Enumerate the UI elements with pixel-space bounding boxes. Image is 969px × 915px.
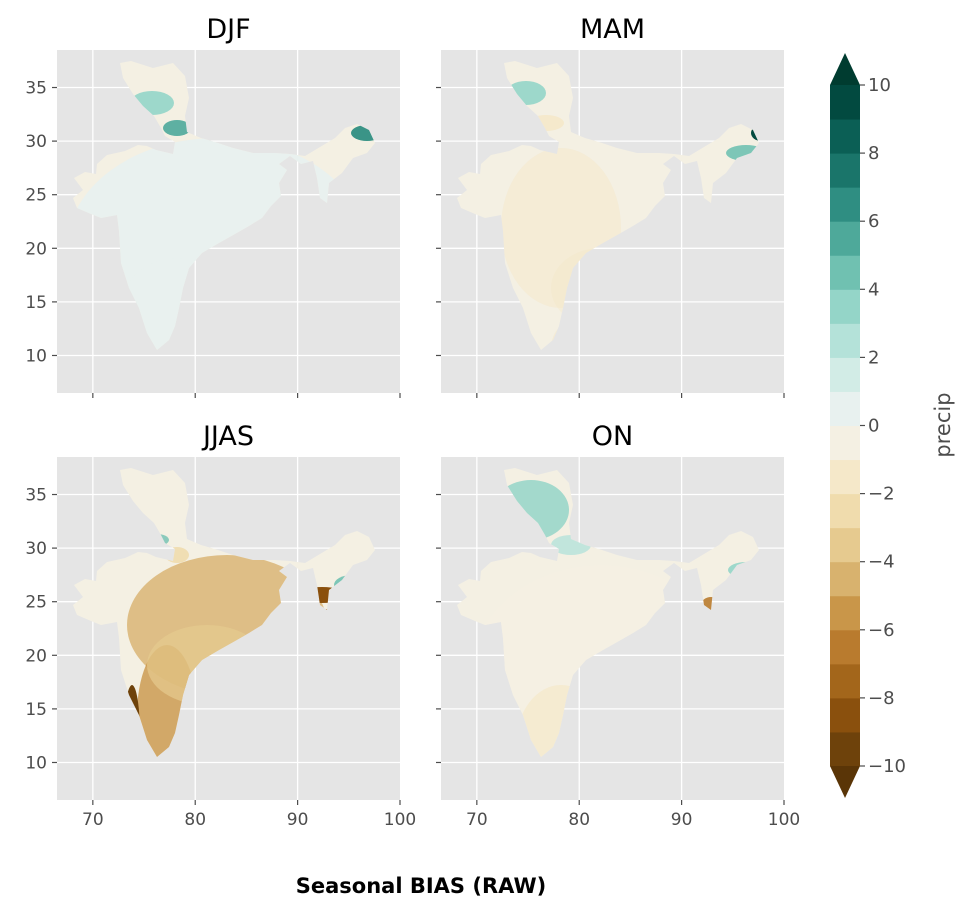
colorbar-segment bbox=[830, 561, 860, 597]
xtick-label: 90 bbox=[287, 810, 309, 830]
xtick-label: 80 bbox=[184, 810, 206, 830]
panel-title: DJF bbox=[206, 14, 250, 45]
colorbar-segment bbox=[830, 289, 860, 324]
colorbar-tick-label: −6 bbox=[868, 620, 895, 641]
colorbar-segment bbox=[830, 85, 860, 120]
colorbar-tick-label: 0 bbox=[868, 416, 879, 437]
colorbar-segment bbox=[830, 391, 860, 426]
colorbar-segment bbox=[830, 323, 860, 358]
colorbar-segment bbox=[830, 187, 860, 222]
colorbar-segment bbox=[830, 527, 860, 563]
colorbar-segment bbox=[830, 221, 860, 256]
colorbar-segment bbox=[830, 119, 860, 154]
colorbar-segment bbox=[830, 731, 860, 767]
xtick-label: 100 bbox=[768, 810, 800, 830]
colorbar-label: precip bbox=[931, 392, 955, 457]
panel-on: ON 70 80 90 100 bbox=[436, 421, 800, 830]
xtick-label: 80 bbox=[568, 810, 590, 830]
ytick-label: 15 bbox=[25, 700, 47, 720]
colorbar-tick-label: 2 bbox=[868, 347, 879, 368]
panel-title: MAM bbox=[580, 14, 645, 45]
bias-patch bbox=[163, 120, 191, 136]
xtick-label: 100 bbox=[384, 810, 416, 830]
colorbar-segment bbox=[830, 425, 860, 461]
panel-djf: DJF 10 15 20 25 30 35 bbox=[25, 14, 401, 398]
colorbar-tick-label: −4 bbox=[868, 552, 895, 573]
panel-jjas: JJAS 10 15 20 25 30 35 70 80 90 100 bbox=[25, 421, 416, 830]
ytick-label: 10 bbox=[25, 753, 47, 773]
colorbar-tick-label: −8 bbox=[868, 688, 895, 709]
colorbar-segment bbox=[830, 255, 860, 290]
ytick-label: 10 bbox=[25, 346, 47, 366]
ytick-label: 30 bbox=[25, 132, 47, 152]
colorbar-segment bbox=[830, 153, 860, 188]
colorbar-tick-label: 8 bbox=[868, 143, 879, 164]
colorbar-segment bbox=[830, 459, 860, 495]
ytick-label: 30 bbox=[25, 539, 47, 559]
colorbar-tick-label: −10 bbox=[868, 756, 906, 777]
colorbar-tick-label: 4 bbox=[868, 279, 879, 300]
colorbar-extend-min bbox=[830, 766, 860, 798]
colorbar-segment bbox=[830, 629, 860, 665]
colorbar-segment bbox=[830, 357, 860, 392]
colorbar-segment bbox=[830, 663, 860, 699]
bias-patch bbox=[351, 125, 375, 141]
colorbar-segment bbox=[830, 697, 860, 733]
panel-mam: MAM bbox=[436, 14, 785, 398]
ytick-label: 20 bbox=[25, 646, 47, 666]
ytick-label: 35 bbox=[25, 79, 47, 99]
colorbar-segment bbox=[830, 595, 860, 631]
ytick-label: 25 bbox=[25, 186, 47, 206]
xtick-label: 70 bbox=[82, 810, 104, 830]
figure-suptitle: Seasonal BIAS (RAW) bbox=[296, 874, 546, 898]
colorbar-segment bbox=[830, 493, 860, 529]
panel-title: ON bbox=[592, 421, 633, 452]
colorbar-tick-label: 6 bbox=[868, 211, 879, 232]
ytick-label: 15 bbox=[25, 293, 47, 313]
colorbar: −10 −8 −6 −4 −2 0 2 4 6 8 10 precip bbox=[830, 53, 955, 798]
ytick-label: 25 bbox=[25, 593, 47, 613]
panel-title: JJAS bbox=[201, 421, 254, 452]
ytick-label: 35 bbox=[25, 486, 47, 506]
colorbar-tick-label: 10 bbox=[868, 75, 891, 96]
colorbar-tick-label: −2 bbox=[868, 484, 895, 505]
xtick-label: 90 bbox=[671, 810, 693, 830]
colorbar-extend-max bbox=[830, 53, 860, 85]
ytick-label: 20 bbox=[25, 239, 47, 259]
xtick-label: 70 bbox=[466, 810, 488, 830]
